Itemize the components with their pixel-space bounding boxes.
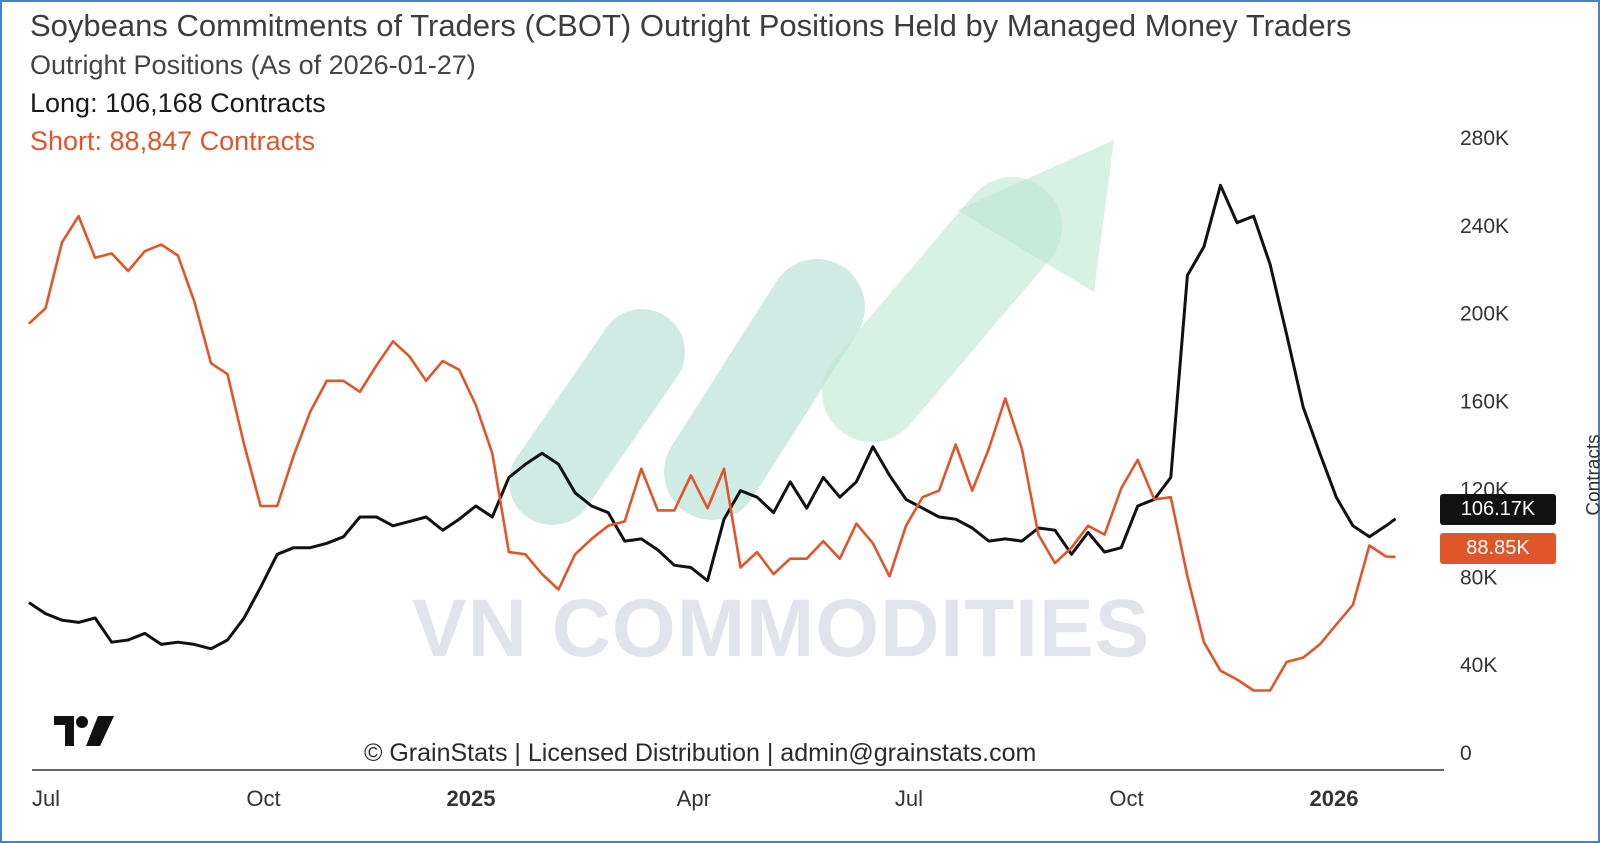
x-tick-label: Apr: [677, 786, 711, 811]
watermark-stripe-1: [509, 309, 685, 525]
y-tick-label: 40K: [1460, 654, 1497, 677]
series-line-short: [28, 214, 1396, 692]
y-tick-label: 240K: [1460, 215, 1509, 238]
chart-subtitle: Outright Positions (As of 2026-01-27): [30, 50, 476, 80]
x-tick-label: 2026: [1310, 786, 1359, 811]
watermark-arrow-head: [957, 140, 1114, 292]
y-tick-label: 80K: [1460, 566, 1497, 589]
y-tick-label: 0: [1460, 742, 1472, 765]
watermark-graphic: [509, 140, 1114, 525]
footer-credit: © GrainStats | Licensed Distribution | a…: [364, 739, 1037, 767]
y-axis-title: Contracts: [1583, 434, 1600, 516]
x-tick-label: Jul: [895, 786, 923, 811]
x-tick-label: Jul: [32, 786, 60, 811]
y-tick-label: 200K: [1460, 303, 1509, 326]
y-tick-label: 160K: [1460, 391, 1509, 414]
x-axis-ticks: Jul Oct 2025 Apr Jul Oct 2026: [32, 786, 1359, 811]
x-tick-label: Oct: [246, 786, 280, 811]
watermark-arrow-shaft: [822, 177, 1062, 442]
chart-title: Soybeans Commitments of Traders (CBOT) O…: [30, 8, 1352, 43]
last-value-badge-short: 88.85K: [1440, 533, 1556, 564]
y-tick-label: 280K: [1460, 127, 1509, 150]
watermark-stripe-2: [664, 259, 865, 520]
series-line-long: [28, 183, 1397, 651]
legend-short-label: Short: 88,847 Contracts: [30, 126, 316, 156]
tradingview-logo-icon: [54, 716, 114, 746]
watermark-text: VN COMMODITIES: [412, 583, 1151, 674]
legend-long-label: Long: 106,168 Contracts: [30, 88, 326, 118]
x-tick-label: Oct: [1109, 786, 1143, 811]
series-layer: [28, 183, 1397, 692]
x-tick-label: 2025: [447, 786, 496, 811]
last-value-badge-long: 106.17K: [1440, 494, 1556, 525]
